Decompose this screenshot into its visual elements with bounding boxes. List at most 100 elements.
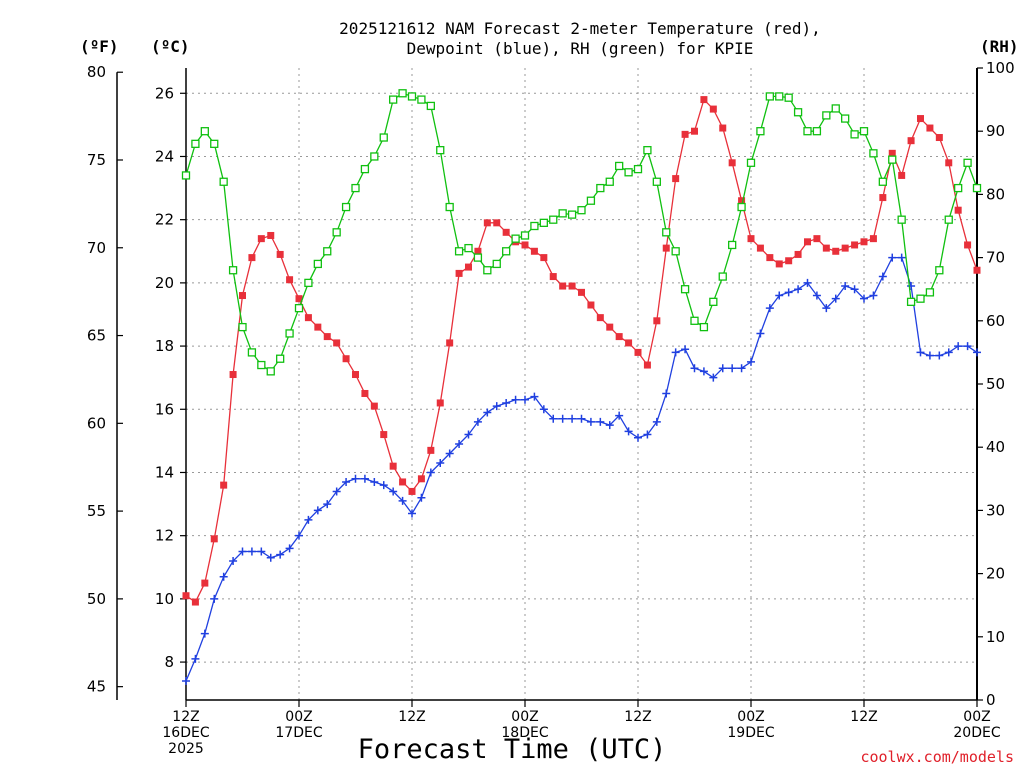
temperature-point	[851, 241, 859, 249]
dewpoint-point	[690, 364, 699, 373]
dewpoint-point	[728, 364, 737, 373]
dewpoint-point	[323, 500, 332, 509]
rh-point	[511, 234, 520, 243]
temperature-point	[257, 235, 265, 243]
dewpoint-point	[944, 348, 953, 357]
rh-point	[746, 158, 756, 167]
x-axis-label: Forecast Time (UTC)	[358, 734, 667, 765]
dewpoint-point	[219, 572, 228, 581]
rh-point	[935, 266, 944, 275]
dewpoint-point	[822, 304, 831, 313]
rh-point	[765, 92, 774, 101]
rh-point	[323, 247, 332, 256]
dewpoint-point	[878, 272, 887, 281]
celsius-tick-label: 20	[155, 274, 174, 292]
temperature-point	[210, 535, 218, 543]
rh-point	[812, 127, 822, 136]
celsius-tick-label: 24	[155, 147, 174, 165]
dewpoint-point	[502, 398, 511, 407]
temperature-point	[935, 134, 943, 142]
celsius-tick-label: 12	[155, 527, 174, 545]
rh-point	[360, 164, 370, 174]
rh-point	[454, 247, 464, 256]
celsius-tick-label: 26	[155, 84, 174, 102]
temperature-point	[427, 446, 435, 454]
celsius-unit-label: (ºC)	[151, 37, 190, 56]
dewpoint-point	[483, 408, 492, 417]
temperature-point	[229, 371, 237, 379]
x-tick-label: 00Z	[285, 709, 312, 725]
fahrenheit-tick-label: 75	[87, 151, 106, 169]
rh-point	[313, 259, 322, 269]
dewpoint-point	[925, 351, 934, 360]
temperature-point	[813, 235, 821, 243]
temperature-point	[295, 295, 303, 303]
dewpoint-point	[596, 417, 605, 426]
temperature-point	[700, 96, 708, 104]
dewpoint-point	[276, 550, 285, 559]
x-tick-label: 12Z	[398, 709, 425, 725]
rh-point	[831, 104, 840, 113]
temperature-point	[907, 137, 915, 145]
dewpoint-point	[200, 629, 209, 638]
temperature-point	[276, 250, 284, 258]
temperature-point	[493, 219, 501, 227]
celsius-tick-label: 22	[155, 211, 174, 229]
dewpoint-point	[775, 291, 784, 300]
dewpoint-point	[643, 430, 652, 439]
temperature-point	[879, 194, 887, 202]
temperature-point	[785, 257, 793, 265]
dewpoint-point	[907, 282, 916, 291]
celsius-tick-label: 18	[155, 337, 174, 355]
dewpoint-point	[803, 278, 812, 287]
x-tick-label: 17DEC	[275, 725, 322, 741]
rh-point	[888, 155, 897, 164]
rh-tick-label: 40	[986, 438, 1005, 456]
dewpoint-point	[850, 285, 859, 294]
temperature-point	[945, 159, 953, 167]
temperature-point	[304, 314, 312, 322]
temperature-point	[775, 260, 783, 268]
rh-point	[285, 329, 294, 338]
rh-point	[784, 93, 793, 102]
axis-ticks: 8 10 12 14 16 18 20 22 24 26 45 50 55 60 65 70 75 80 0 10 20…	[87, 59, 1015, 757]
rh-point	[294, 304, 304, 313]
dewpoint-point	[699, 367, 708, 376]
rh-point	[228, 266, 238, 275]
rh-point	[869, 149, 878, 158]
temperature-point	[267, 231, 275, 239]
dewpoint-line	[185, 256, 978, 682]
temperature-point	[898, 171, 906, 179]
temperature-point	[446, 339, 454, 347]
dewpoint-point	[210, 594, 219, 603]
temperature-point	[483, 219, 491, 227]
dewpoint-point	[634, 433, 642, 442]
temperature-point	[417, 475, 425, 483]
dewpoint-point	[841, 282, 850, 291]
rh-tick-label: 60	[986, 312, 1005, 330]
rh-point	[219, 177, 228, 186]
dewpoint-point	[812, 291, 821, 300]
temperature-point	[662, 244, 670, 252]
temperature-point	[568, 282, 576, 290]
temperature-point	[191, 598, 199, 606]
rh-tick-label: 10	[986, 628, 1005, 646]
dewpoint-point	[737, 364, 746, 373]
temperature-point	[822, 244, 830, 252]
rh-point	[191, 139, 200, 148]
rh-point	[803, 127, 812, 136]
rh-point	[633, 164, 643, 174]
rh-point	[954, 183, 963, 193]
rh-point	[539, 218, 548, 227]
rh-point	[181, 171, 191, 180]
dewpoint-point	[360, 474, 369, 483]
dewpoint-point	[756, 329, 765, 338]
rh-point	[718, 272, 727, 281]
dewpoint-point	[624, 427, 633, 436]
rh-point	[332, 228, 341, 237]
chart-axes	[116, 68, 978, 701]
x-tick-label: 12Z	[624, 709, 651, 725]
rh-point	[662, 228, 671, 237]
dewpoint-point	[266, 553, 275, 562]
rh-point	[502, 247, 511, 256]
